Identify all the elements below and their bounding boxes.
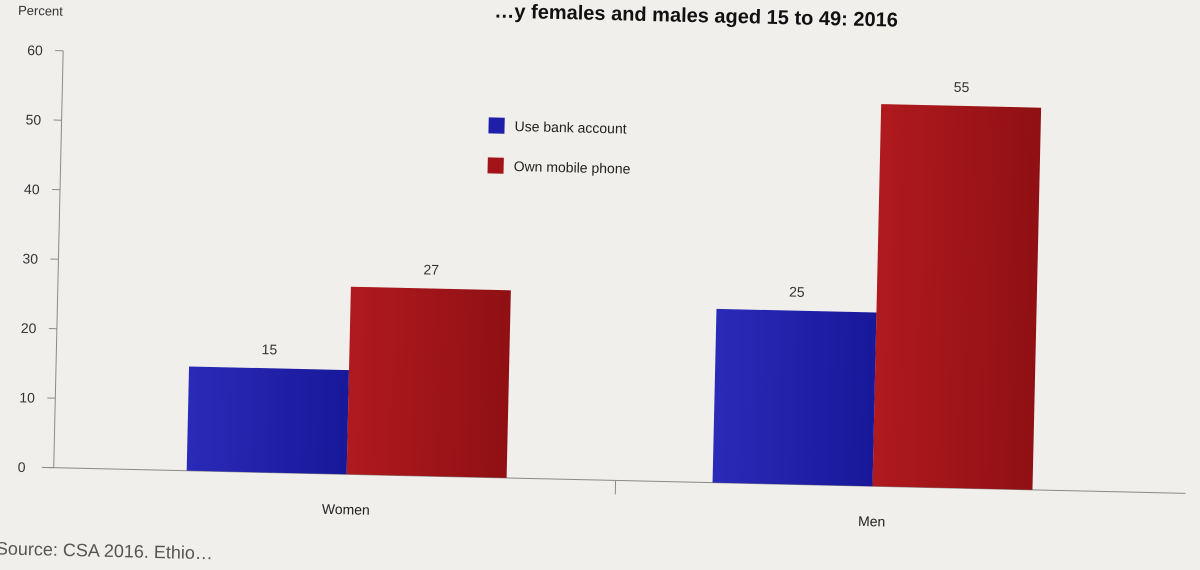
- legend: Use bank account Own mobile phone: [487, 117, 631, 177]
- y-tick-label: 60: [27, 42, 43, 58]
- data-label: 25: [789, 284, 805, 300]
- y-tick-label: 20: [21, 320, 37, 336]
- legend-swatch: [488, 117, 505, 134]
- data-label: 27: [423, 261, 439, 277]
- bars: [186, 104, 1042, 490]
- bar-men-series-2: [872, 104, 1042, 490]
- y-axis-label: Percent: [18, 3, 64, 19]
- y-tick-label: 0: [18, 459, 26, 475]
- y-tick-label: 50: [25, 111, 41, 127]
- data-label: 15: [261, 341, 277, 357]
- data-label: 55: [954, 79, 970, 95]
- category-label: Women: [322, 501, 370, 518]
- bar-women-series-1: [186, 366, 350, 475]
- data-labels: 15 27 25 55: [261, 79, 970, 358]
- legend-label: Own mobile phone: [513, 158, 630, 177]
- y-tick-label: 10: [19, 389, 35, 405]
- legend-swatch: [487, 157, 504, 174]
- y-tick-label: 30: [22, 250, 38, 266]
- bar-men-series-1: [712, 308, 877, 487]
- y-tick-label: 40: [24, 181, 40, 197]
- chart-title: …y females and males aged 15 to 49: 2016: [494, 1, 898, 32]
- legend-label: Use bank account: [514, 118, 627, 137]
- bar-women-series-2: [346, 286, 511, 478]
- source-note: Source: CSA 2016. Ethio…: [0, 538, 213, 563]
- category-label: Men: [858, 513, 886, 530]
- category-labels: Women Men: [322, 501, 886, 530]
